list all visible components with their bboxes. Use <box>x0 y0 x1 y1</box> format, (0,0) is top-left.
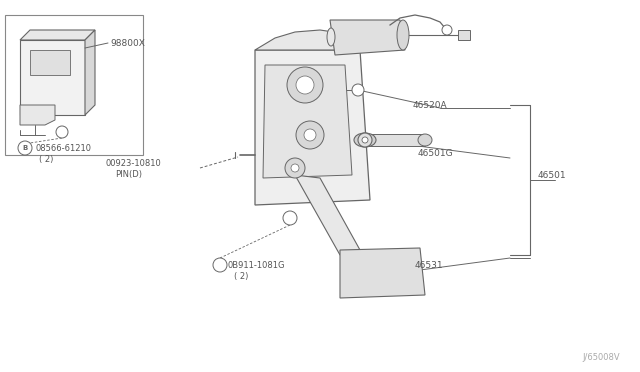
Text: 00923-10810: 00923-10810 <box>105 158 161 167</box>
Bar <box>458 30 470 40</box>
Polygon shape <box>263 65 352 178</box>
Circle shape <box>352 84 364 96</box>
Polygon shape <box>20 40 85 115</box>
Circle shape <box>56 126 68 138</box>
Polygon shape <box>20 105 55 125</box>
Circle shape <box>213 258 227 272</box>
Bar <box>30 50 70 75</box>
Circle shape <box>285 158 305 178</box>
Text: PIN(D): PIN(D) <box>115 170 142 179</box>
Text: 0B911-1081G: 0B911-1081G <box>228 260 285 269</box>
Circle shape <box>296 76 314 94</box>
Text: 46531: 46531 <box>415 260 444 269</box>
Text: 46501G: 46501G <box>418 148 454 157</box>
Text: 46501: 46501 <box>538 170 566 180</box>
Polygon shape <box>85 30 95 115</box>
Polygon shape <box>295 175 360 255</box>
Ellipse shape <box>418 134 432 146</box>
Circle shape <box>291 164 299 172</box>
Polygon shape <box>20 30 95 40</box>
Text: ( 2): ( 2) <box>39 154 53 164</box>
Polygon shape <box>330 20 405 55</box>
Circle shape <box>358 133 372 147</box>
Text: N: N <box>217 262 223 268</box>
Text: J/65008V: J/65008V <box>582 353 620 362</box>
Text: B: B <box>22 145 28 151</box>
Polygon shape <box>255 50 370 205</box>
Circle shape <box>287 67 323 103</box>
Text: ( 2): ( 2) <box>234 272 248 280</box>
Ellipse shape <box>327 28 335 46</box>
Text: 98800X: 98800X <box>110 38 145 48</box>
Ellipse shape <box>354 133 376 147</box>
Text: 46520A: 46520A <box>413 100 447 109</box>
Bar <box>5 15 143 155</box>
Polygon shape <box>340 248 425 298</box>
Ellipse shape <box>397 20 409 50</box>
Bar <box>365 134 425 146</box>
Circle shape <box>442 25 452 35</box>
Circle shape <box>362 137 368 143</box>
Circle shape <box>296 121 324 149</box>
Circle shape <box>304 129 316 141</box>
Text: 08566-61210: 08566-61210 <box>35 144 91 153</box>
Circle shape <box>283 211 297 225</box>
Polygon shape <box>255 30 360 50</box>
Circle shape <box>18 141 32 155</box>
